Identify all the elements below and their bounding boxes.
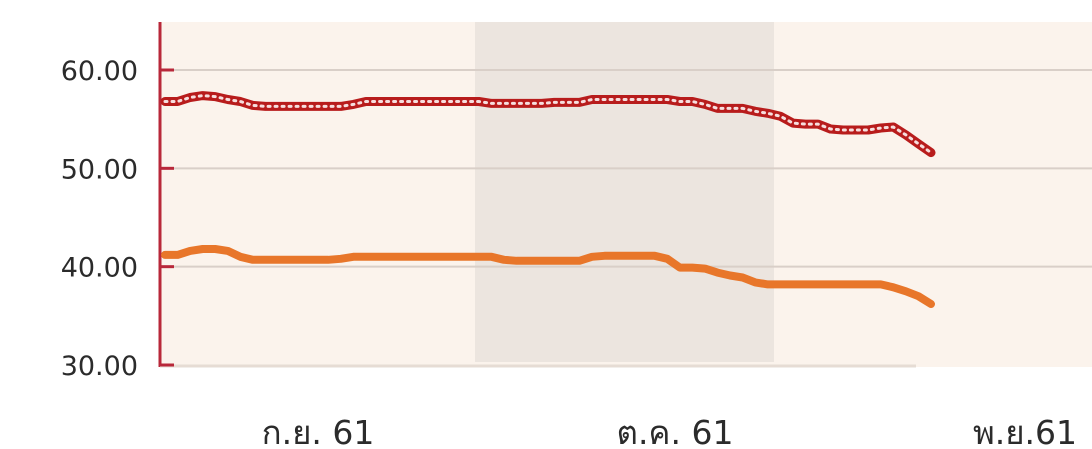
y-tick-label: 60.00 <box>61 56 138 87</box>
x-tick-label: ต.ค. 61 <box>617 413 734 449</box>
y-tick-label: 30.00 <box>61 351 138 382</box>
y-tick-label: 50.00 <box>61 154 138 185</box>
x-tick-label: ก.ย. 61 <box>262 413 375 449</box>
x-tick-label: พ.ย.61 <box>973 413 1077 449</box>
highlighted-month-band <box>475 22 774 362</box>
y-tick-label: 40.00 <box>61 253 138 284</box>
